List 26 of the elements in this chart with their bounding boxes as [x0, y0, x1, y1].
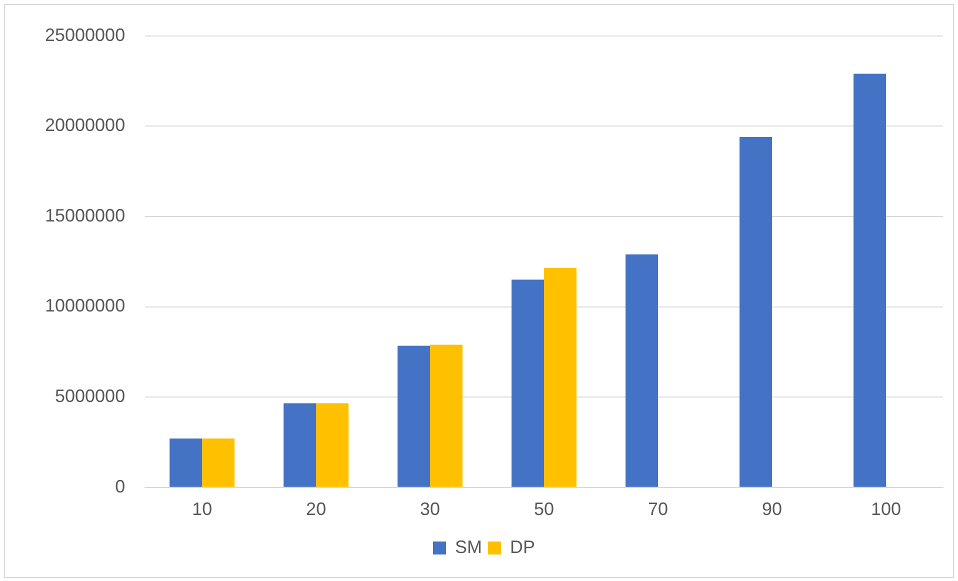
- bar: [284, 403, 316, 487]
- bar: [430, 344, 463, 487]
- legend-label: DP: [510, 536, 536, 557]
- x-tick-label: 20: [306, 499, 326, 520]
- bar: [740, 136, 772, 487]
- x-tick-label: 100: [870, 499, 902, 520]
- bar: [398, 346, 430, 487]
- y-tick-label: 10000000: [44, 296, 126, 316]
- x-tick-label: 50: [534, 499, 554, 520]
- bar: [316, 403, 349, 487]
- bar: [202, 438, 235, 487]
- x-tick-label: 30: [420, 499, 440, 520]
- y-tick-label: 5000000: [55, 386, 126, 406]
- bar: [854, 74, 886, 487]
- y-tick-label: 15000000: [44, 205, 126, 226]
- bar: [170, 438, 202, 487]
- x-tick-label: 90: [762, 499, 782, 520]
- x-tick-label: 10: [192, 499, 212, 520]
- bar: [512, 280, 544, 487]
- y-tick-label: 20000000: [44, 115, 126, 136]
- y-tick-label: 25000000: [44, 24, 126, 45]
- legend-label: SM: [455, 536, 482, 557]
- y-tick-label: 0: [115, 476, 126, 496]
- x-tick-label: 70: [648, 499, 668, 520]
- bar: [626, 254, 658, 487]
- bar: [544, 268, 577, 487]
